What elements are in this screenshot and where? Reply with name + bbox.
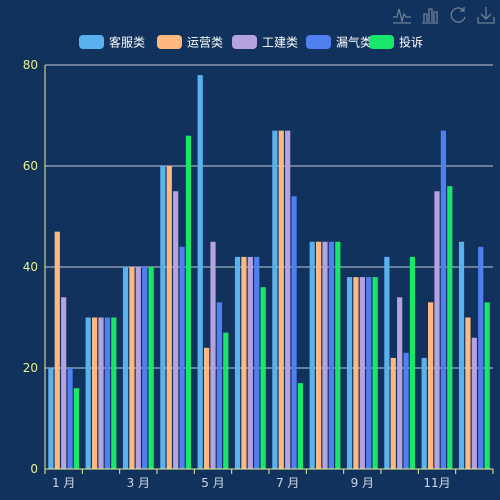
bar-5-4[interactable] (185, 135, 192, 469)
legend-swatch (232, 35, 257, 49)
bar-5-2[interactable] (111, 317, 117, 470)
bar-5-12[interactable] (484, 302, 490, 469)
bar-2-7[interactable] (278, 130, 284, 469)
legend-label: 运营类 (187, 36, 223, 50)
bar-3-12[interactable] (471, 337, 477, 469)
bar-3-4[interactable] (173, 191, 179, 469)
bar-1-5[interactable] (197, 75, 203, 469)
legend-label: 漏气类 (336, 35, 372, 50)
download-icon[interactable] (476, 5, 496, 25)
bar-3-8[interactable] (322, 241, 328, 469)
legend-swatch (157, 35, 182, 49)
chart-legend: 客服类 运营类 工建类 漏气类 投诉 (79, 35, 423, 50)
bar-4-12[interactable] (478, 246, 484, 469)
bar-4-6[interactable] (254, 256, 260, 469)
bar-2-8[interactable] (316, 241, 322, 469)
bar-4-8[interactable] (328, 241, 334, 469)
bar-1-2[interactable] (85, 317, 91, 470)
bar-3-5[interactable] (210, 241, 216, 469)
bar-4-7[interactable] (291, 196, 297, 470)
legend-item-2[interactable]: 运营类 (157, 35, 223, 50)
bar-5-7[interactable] (297, 383, 304, 469)
x-tick-label: 11月 (423, 476, 450, 490)
legend-swatch (369, 35, 394, 49)
bar-2-10[interactable] (390, 357, 396, 469)
y-axis: 0 20 40 60 80 (23, 58, 46, 476)
bar-1-11[interactable] (421, 357, 427, 469)
bar-1-3[interactable] (122, 267, 129, 469)
legend-item-4[interactable]: 漏气类 (306, 35, 372, 50)
bar-3-6[interactable] (247, 256, 253, 469)
bar-3-10[interactable] (397, 297, 403, 469)
x-axis: 1 月 3 月 5 月 7 月 9 月 11月 (44, 468, 494, 490)
bar-2-12[interactable] (465, 317, 471, 470)
legend-item-3[interactable]: 工建类 (232, 35, 298, 50)
bar-5-8[interactable] (335, 241, 341, 469)
line-chart-icon[interactable] (392, 5, 412, 25)
bar-4-1[interactable] (67, 368, 73, 469)
bar-3-1[interactable] (61, 297, 67, 469)
bar-1-10[interactable] (384, 256, 390, 469)
bar-1-8[interactable] (309, 241, 315, 469)
restore-icon[interactable] (448, 5, 468, 25)
chart-toolbox (392, 5, 496, 25)
bar-2-2[interactable] (92, 317, 98, 470)
bar-4-10[interactable] (403, 352, 409, 469)
legend-item-1[interactable]: 客服类 (79, 35, 145, 50)
chart-grid (45, 64, 493, 369)
bar-1-6[interactable] (234, 256, 241, 469)
legend-label: 工建类 (262, 36, 298, 50)
bar-5-6[interactable] (260, 287, 266, 469)
bar-1-12[interactable] (458, 241, 465, 469)
x-tick-label: 3 月 (127, 476, 150, 490)
legend-swatch (79, 35, 104, 49)
x-tick-label: 1 月 (52, 476, 75, 490)
bar-5-5[interactable] (223, 332, 229, 469)
bar-4-11[interactable] (440, 130, 446, 469)
chart-bars (48, 75, 490, 470)
y-tick-label: 80 (23, 58, 38, 72)
x-tick-label: 9 月 (351, 476, 374, 490)
bar-1-7[interactable] (272, 130, 278, 469)
bar-4-3[interactable] (142, 267, 148, 469)
legend-swatch (306, 35, 331, 49)
bar-2-11[interactable] (428, 302, 434, 469)
bar-3-9[interactable] (359, 277, 365, 469)
legend-item-5[interactable]: 投诉 (369, 35, 423, 50)
bar-5-1[interactable] (73, 388, 80, 469)
bar-1-9[interactable] (346, 277, 353, 469)
bar-4-4[interactable] (179, 246, 185, 469)
bar-2-5[interactable] (204, 347, 210, 469)
bar-5-11[interactable] (447, 186, 453, 469)
y-tick-label: 20 (23, 361, 38, 375)
bar-2-9[interactable] (353, 277, 359, 469)
bar-chart-icon[interactable] (420, 5, 440, 25)
bar-5-9[interactable] (372, 277, 378, 469)
x-tick-label: 7 月 (276, 476, 299, 490)
legend-label: 投诉 (399, 35, 423, 50)
y-tick-label: 0 (30, 462, 38, 476)
x-tick-label: 5 月 (201, 476, 224, 490)
bar-5-3[interactable] (148, 267, 154, 469)
bar-2-1[interactable] (54, 231, 60, 469)
bar-1-1[interactable] (48, 368, 54, 469)
bar-4-5[interactable] (216, 302, 222, 469)
bar-3-11[interactable] (434, 191, 440, 469)
bar-2-3[interactable] (129, 267, 135, 469)
bar-3-7[interactable] (285, 130, 291, 469)
legend-label: 客服类 (109, 35, 145, 50)
bar-5-10[interactable] (409, 256, 416, 469)
bar-3-2[interactable] (98, 317, 104, 470)
bar-4-9[interactable] (366, 277, 372, 469)
y-tick-label: 60 (23, 159, 38, 173)
bar-3-3[interactable] (135, 267, 141, 469)
bar-4-2[interactable] (104, 317, 110, 470)
bar-2-4[interactable] (166, 166, 172, 469)
y-tick-label: 40 (23, 260, 38, 274)
bar-1-4[interactable] (160, 166, 166, 469)
bar-2-6[interactable] (241, 256, 247, 469)
